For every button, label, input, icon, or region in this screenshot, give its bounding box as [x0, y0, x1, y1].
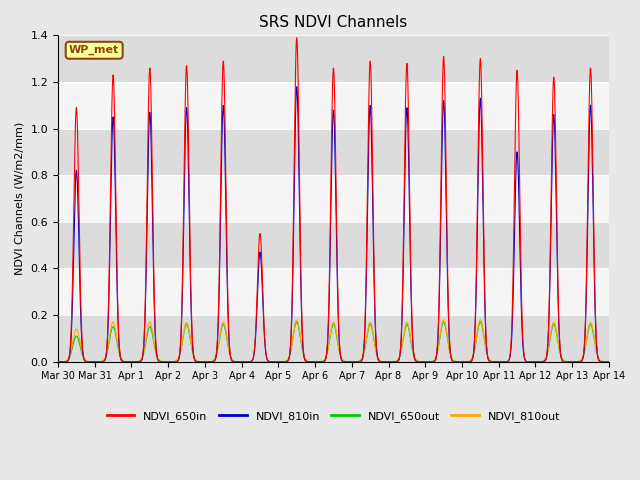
Legend: NDVI_650in, NDVI_810in, NDVI_650out, NDVI_810out: NDVI_650in, NDVI_810in, NDVI_650out, NDV… — [102, 407, 564, 426]
Bar — [58, 175, 609, 222]
Title: SRS NDVI Channels: SRS NDVI Channels — [259, 15, 408, 30]
Bar — [58, 222, 609, 268]
Text: WP_met: WP_met — [69, 45, 119, 55]
Y-axis label: NDVI Channels (W/m2/mm): NDVI Channels (W/m2/mm) — [15, 122, 25, 275]
Bar — [58, 268, 609, 315]
Bar — [58, 315, 609, 362]
Bar — [58, 129, 609, 175]
Bar — [58, 82, 609, 129]
Bar — [58, 36, 609, 82]
